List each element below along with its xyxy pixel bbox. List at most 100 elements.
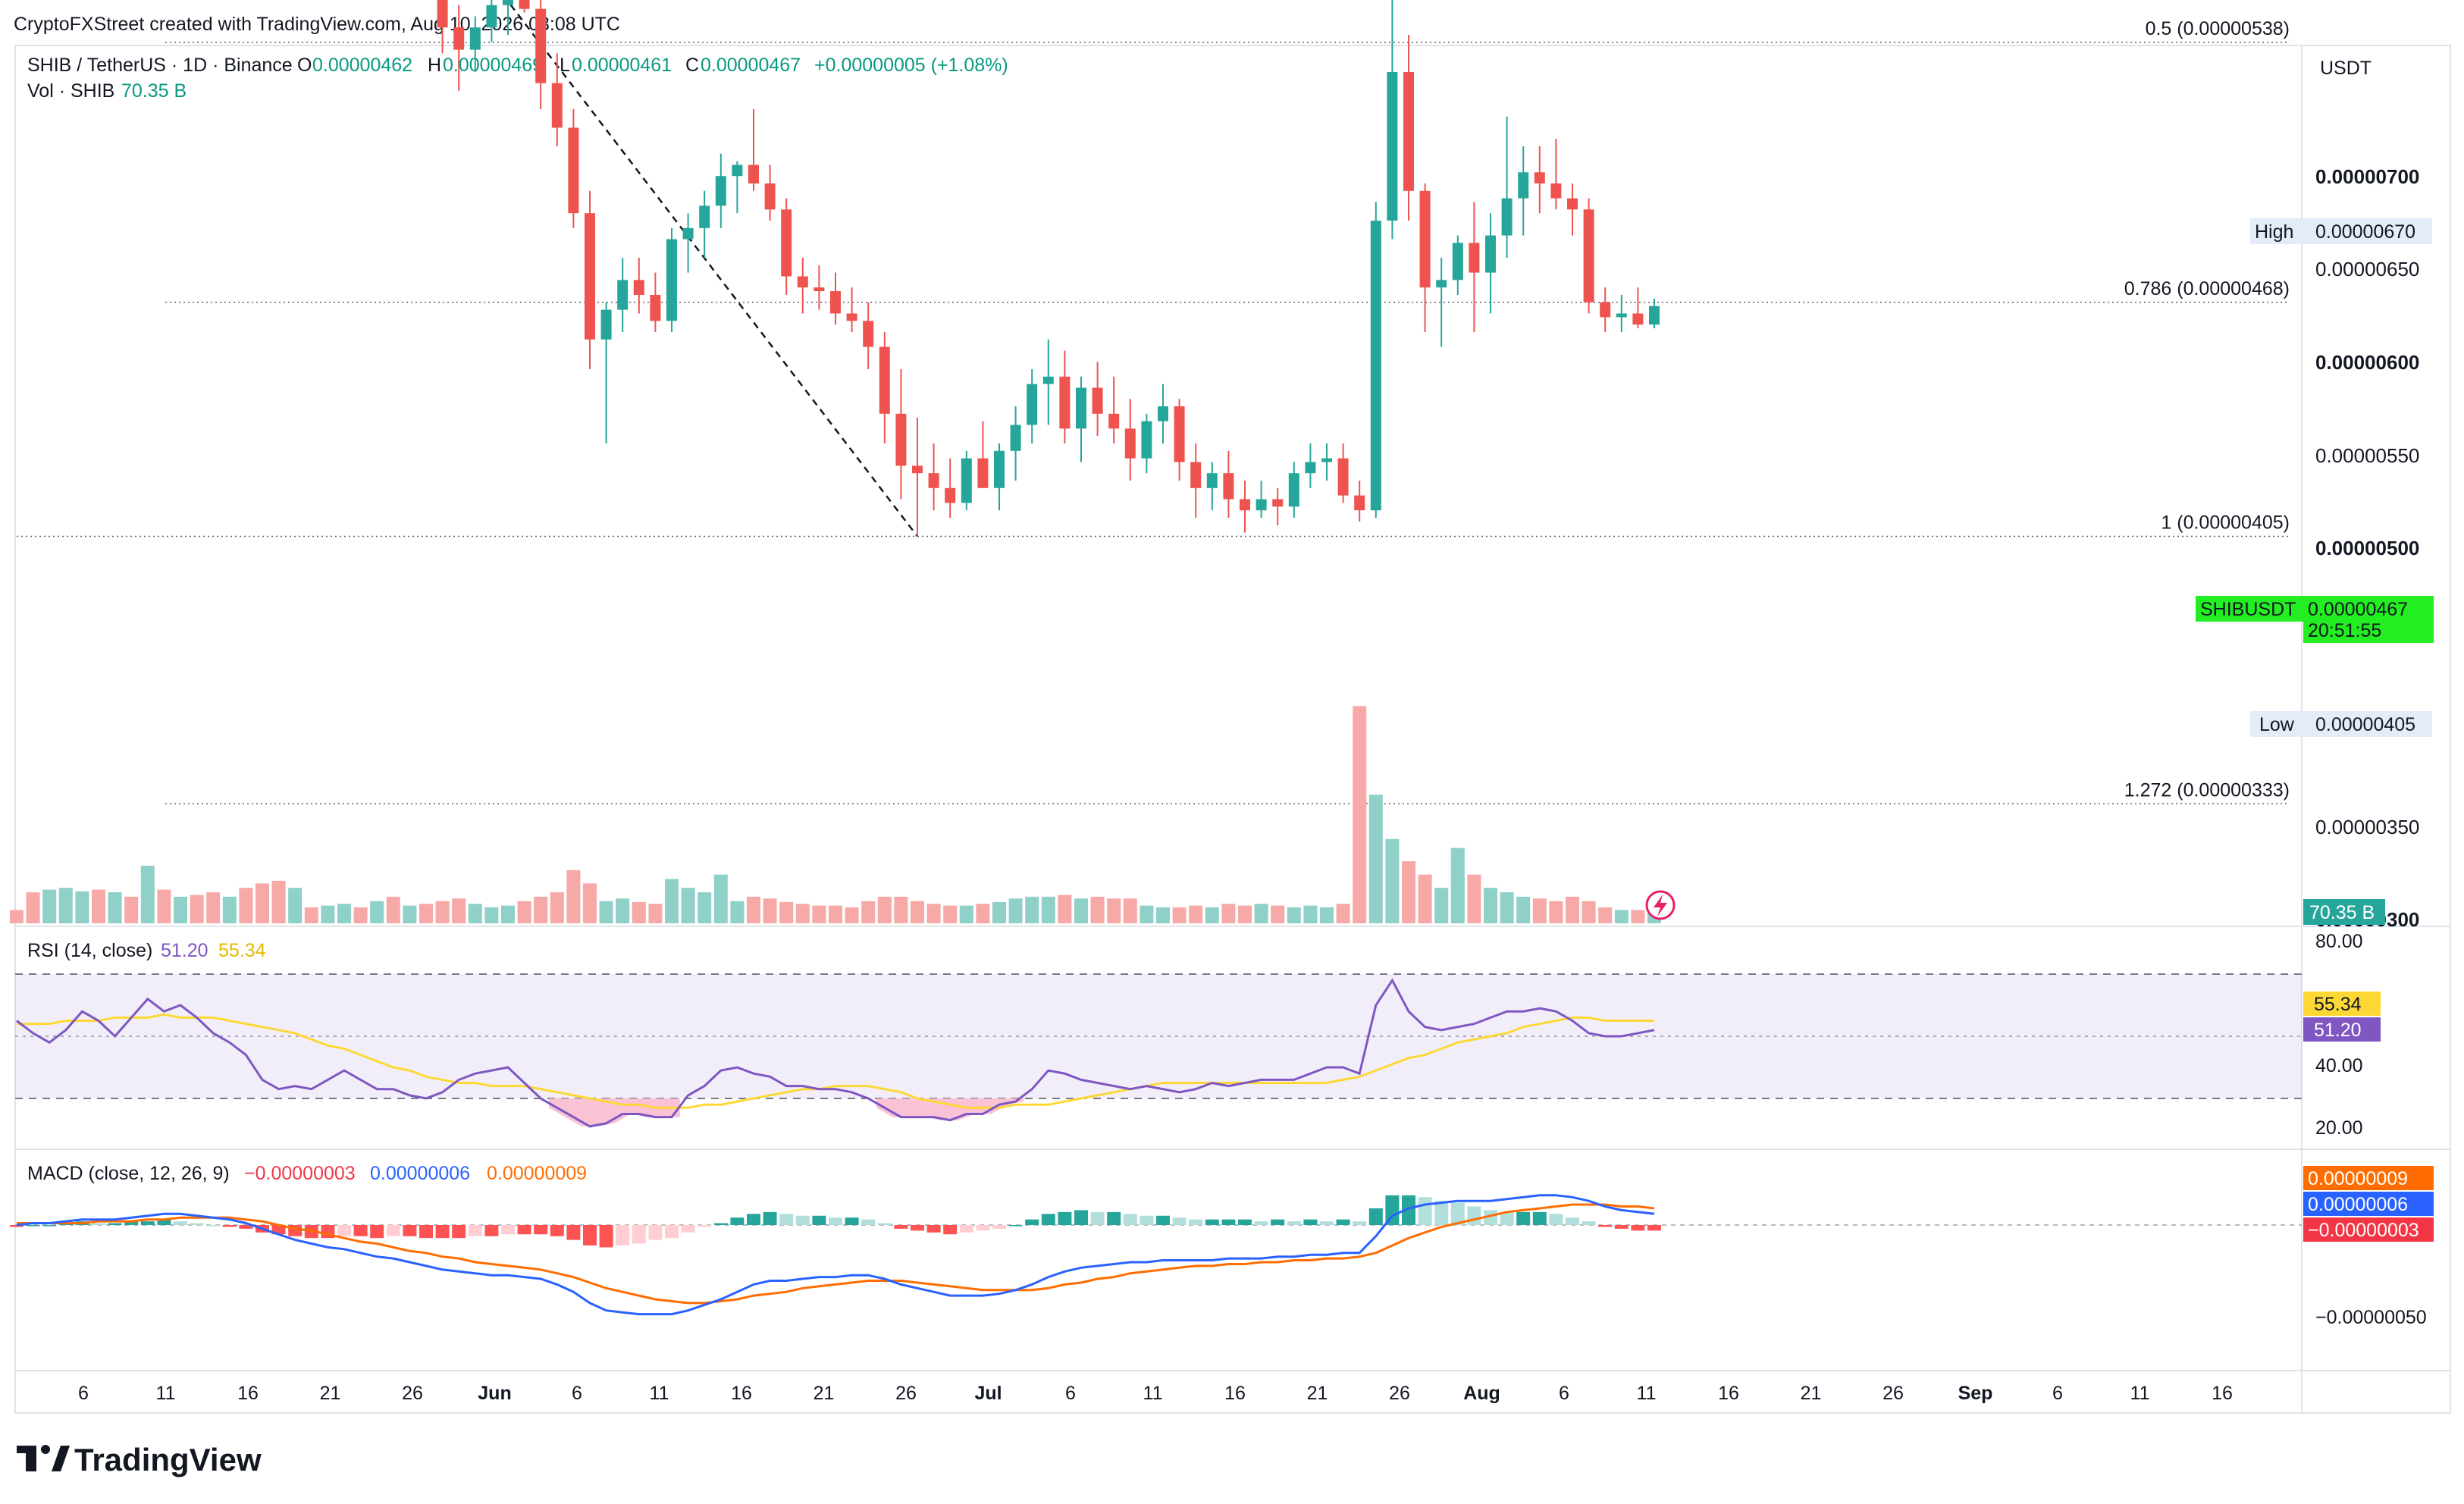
candle-body <box>1550 183 1562 199</box>
volume-bar <box>42 889 57 923</box>
high-marker-value: 0.00000670 <box>2315 221 2415 243</box>
volume-bar <box>1353 706 1367 923</box>
volume-bar <box>648 904 663 923</box>
fibonacci-retracement[interactable]: 0 (0.00000670)0.236 (0.00000607)0.5 (0.0… <box>17 0 2290 805</box>
time-tick: 26 <box>402 1383 423 1404</box>
volume-bar <box>1287 907 1301 923</box>
macd-hist-bar <box>795 1215 810 1225</box>
macd-hist-bar <box>370 1225 384 1239</box>
rsi-ma-value: 55.34 <box>218 940 266 961</box>
candle-body <box>1272 499 1284 507</box>
macd-hist-bar <box>174 1221 187 1225</box>
volume-bar <box>763 898 777 923</box>
time-tick: 11 <box>156 1383 176 1404</box>
macd-hist-bar <box>468 1225 482 1236</box>
macd-pane[interactable]: MACD (close, 12, 26, 9) −0.00000003 0.00… <box>10 1163 2434 1328</box>
volume-bar <box>468 904 482 923</box>
volume-bar <box>665 879 679 923</box>
macd-hist-bar <box>992 1225 1006 1229</box>
volume-bar <box>435 901 450 923</box>
bar-countdown: 20:51:55 <box>2308 620 2381 641</box>
macd-hist-bar <box>698 1225 712 1227</box>
candle-body <box>748 164 759 183</box>
rsi-tag: 51.20 <box>2314 1020 2362 1041</box>
low-marker-label: Low <box>2259 714 2295 735</box>
volume-tag: 70.35 B <box>2303 899 2385 925</box>
volume-bar <box>1336 904 1350 923</box>
macd-hist-bar <box>1172 1217 1187 1225</box>
currency-label: USDT <box>2320 58 2372 79</box>
candle-body <box>1124 428 1136 459</box>
time-axis[interactable]: 6 11 16 21 26 Jun 6 11 16 21 26 Jul 6 11 16 21 26 Aug 6 11 1… <box>78 1383 2233 1404</box>
candle-body <box>1092 387 1103 414</box>
volume-bar <box>698 892 712 923</box>
macd-hist-bar <box>1582 1221 1596 1225</box>
macd-hist-bar <box>1467 1206 1481 1225</box>
macd-hist-bar <box>1074 1210 1088 1225</box>
time-tick: 16 <box>1224 1383 1246 1404</box>
candle-body <box>600 309 612 340</box>
candle-body <box>1288 473 1299 507</box>
macd-hist-bar <box>1353 1221 1367 1225</box>
macd-hist-bar <box>1107 1211 1121 1225</box>
rsi-pane[interactable]: RSI (14, close) 51.20 55.34 80.00 40.00 … <box>15 931 2381 1139</box>
macd-hist-bar <box>206 1225 221 1227</box>
volume-bar <box>1156 907 1170 923</box>
candle-body <box>1337 458 1349 496</box>
price-tick: 0.00000550 <box>2315 444 2419 467</box>
time-tick: Sep <box>1958 1383 1993 1404</box>
time-tick: 11 <box>650 1383 669 1404</box>
volume-bar <box>1320 907 1334 923</box>
candle-body <box>1403 72 1414 191</box>
fib-level-label: 0.786 (0.00000468) <box>2124 278 2290 299</box>
macd-hist-bar <box>583 1225 597 1246</box>
macd-hist-bar <box>779 1214 794 1225</box>
candle-body <box>1649 306 1660 325</box>
candle-body <box>699 205 710 228</box>
macd-hist-bar <box>42 1225 57 1227</box>
candle-body <box>1321 458 1332 462</box>
macd-hist-bar <box>1566 1217 1579 1225</box>
volume-bar <box>190 895 204 923</box>
candle-body <box>1010 425 1021 451</box>
volume-bar <box>108 892 122 923</box>
macd-hist-bar <box>1140 1215 1154 1225</box>
volume-bar <box>861 901 876 923</box>
time-tick: 16 <box>731 1383 752 1404</box>
fib-level-label: 0.5 (0.00000538) <box>2146 18 2290 39</box>
macd-hist-bar <box>157 1219 171 1225</box>
volume-bar <box>829 905 842 923</box>
volume-bar <box>1532 898 1547 923</box>
volume-bar <box>1058 895 1072 923</box>
macd-hist-bar <box>1549 1214 1563 1225</box>
candle-body <box>633 280 644 295</box>
macd-hist-bar <box>1221 1219 1236 1225</box>
low-marker-value: 0.00000405 <box>2315 714 2415 735</box>
macd-hist-bar <box>337 1225 351 1236</box>
time-tick: 6 <box>572 1383 582 1404</box>
candle-body <box>945 487 956 503</box>
candle-body <box>781 209 792 277</box>
candle-body <box>437 0 448 28</box>
volume-bar <box>1549 901 1563 923</box>
last-price-tag: SHIBUSDT 0.00000467 20:51:55 <box>2196 596 2434 643</box>
price-tick: 0.00000500 <box>2315 537 2419 559</box>
candle-body <box>585 213 595 340</box>
rsi-ma-tag: 55.34 <box>2314 994 2362 1015</box>
price-axis[interactable]: 0.00000700 0.00000650 0.00000600 0.00000… <box>2315 165 2419 931</box>
volume-bar <box>157 889 171 923</box>
time-tick: 21 <box>1307 1383 1328 1404</box>
macd-hist-bar <box>108 1223 122 1225</box>
lightning-icon[interactable] <box>1645 890 1676 920</box>
volume-bar <box>566 870 581 923</box>
macd-hist-bar <box>1418 1197 1432 1225</box>
macd-hist-bar <box>435 1225 450 1239</box>
high-value: 0.00000469 <box>443 55 543 76</box>
candle-body <box>650 295 661 321</box>
tradingview-logo[interactable]: TradingView <box>17 1442 262 1477</box>
macd-hist-value: −0.00000003 <box>244 1163 356 1184</box>
macd-hist-bar <box>26 1225 40 1227</box>
time-tick: 26 <box>1882 1383 1904 1404</box>
volume-bar <box>140 865 155 923</box>
